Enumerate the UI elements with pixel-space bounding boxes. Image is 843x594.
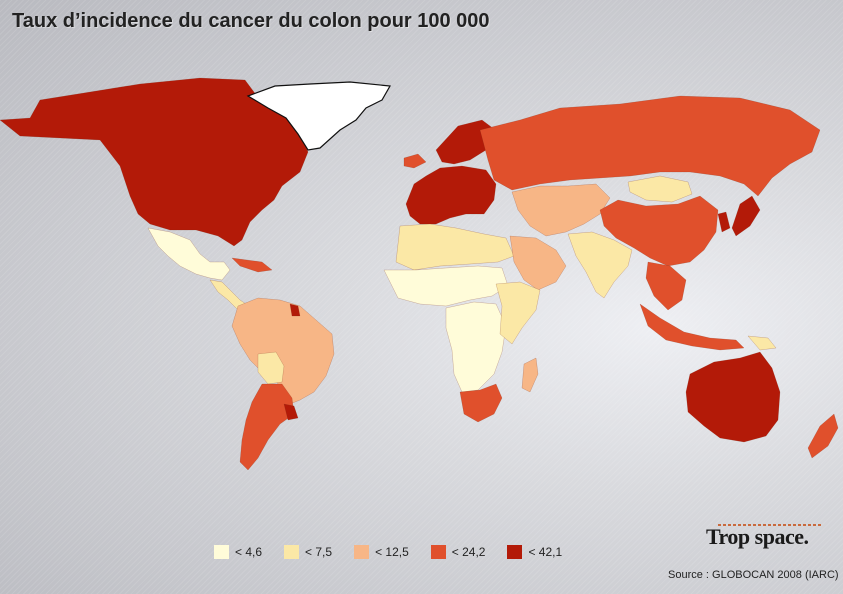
legend-item: < 7,5: [284, 545, 332, 559]
region-japan[interactable]: [731, 195, 761, 237]
region-north-america[interactable]: [0, 77, 309, 247]
legend-label: < 4,6: [235, 545, 263, 559]
legend-swatch: [214, 545, 229, 559]
region-mongolia[interactable]: [627, 175, 693, 203]
legend-swatch: [430, 545, 446, 559]
region-brazil[interactable]: [231, 297, 335, 405]
legend-item: < 12,5: [354, 545, 409, 559]
region-central-asia[interactable]: [511, 183, 611, 237]
legend-swatch: [284, 545, 300, 559]
region-guiana[interactable]: [289, 303, 301, 317]
legend: < 4,6 < 7,5 < 12,5 < 24,2 < 42,1: [214, 545, 562, 559]
region-arabian-peninsula[interactable]: [509, 235, 567, 291]
region-australia[interactable]: [685, 351, 781, 443]
legend-swatch: [507, 545, 523, 559]
legend-label: < 12,5: [375, 545, 409, 559]
legend-item: < 42,1: [507, 545, 562, 559]
region-argentina[interactable]: [239, 383, 295, 471]
legend-swatch: [354, 545, 370, 559]
region-east-africa[interactable]: [495, 281, 541, 345]
region-madagascar[interactable]: [521, 357, 539, 393]
map-title: Taux d’incidence du cancer du colon pour…: [12, 10, 490, 32]
region-india[interactable]: [567, 231, 633, 299]
region-south-africa[interactable]: [459, 383, 503, 423]
region-iceland[interactable]: [403, 153, 427, 169]
region-southeast-asia[interactable]: [645, 261, 687, 311]
region-western-europe[interactable]: [405, 165, 497, 225]
region-greenland[interactable]: [246, 81, 391, 151]
legend-item: < 4,6: [214, 545, 262, 559]
brand-logo: Trop space.: [706, 524, 809, 549]
region-central-africa[interactable]: [445, 301, 507, 393]
legend-item: < 24,2: [430, 545, 486, 559]
legend-label: < 42,1: [528, 545, 563, 559]
brand-rule: [718, 524, 822, 526]
region-papua-new-guinea[interactable]: [747, 335, 777, 351]
region-russia[interactable]: [479, 95, 821, 197]
region-indonesia[interactable]: [639, 303, 745, 351]
region-china[interactable]: [599, 195, 719, 267]
region-mexico[interactable]: [147, 227, 231, 281]
legend-label: < 24,2: [451, 545, 486, 559]
region-north-africa[interactable]: [395, 223, 515, 271]
region-uruguay[interactable]: [283, 403, 299, 421]
region-caribbean[interactable]: [231, 257, 273, 273]
source-note: Source : GLOBOCAN 2008 (IARC): [668, 569, 839, 581]
region-korea[interactable]: [717, 211, 731, 233]
legend-label: < 7,5: [305, 545, 333, 559]
region-sahel[interactable]: [383, 265, 509, 307]
region-new-zealand[interactable]: [807, 413, 839, 459]
region-bolivia[interactable]: [257, 351, 285, 385]
